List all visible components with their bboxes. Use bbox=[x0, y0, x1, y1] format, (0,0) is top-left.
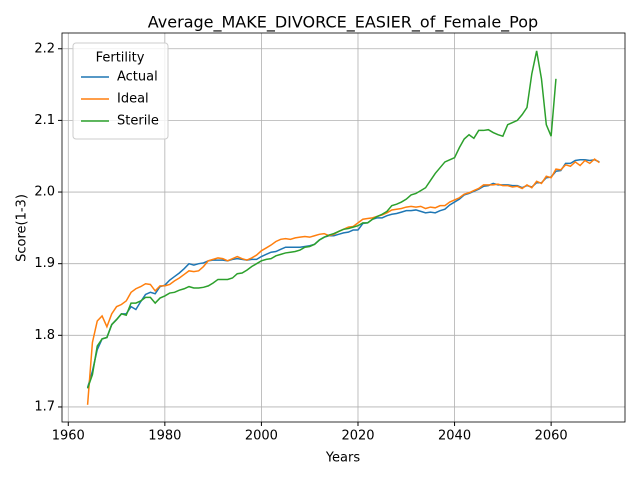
x-axis-label: Years bbox=[325, 451, 361, 466]
line-series bbox=[86, 159, 600, 388]
y-tick-label: 2.2 bbox=[34, 41, 55, 56]
y-tick-label: 2.1 bbox=[34, 113, 55, 128]
y-axis-label: Score(1-3) bbox=[15, 194, 30, 262]
x-tick-label: 2060 bbox=[535, 429, 568, 444]
legend-label: Sterile bbox=[117, 114, 159, 129]
plot-frame bbox=[61, 32, 626, 423]
x-tick-label: 2040 bbox=[438, 429, 471, 444]
x-tick-label: 2020 bbox=[341, 429, 374, 444]
line-series bbox=[86, 50, 557, 389]
y-tick-label: 2.0 bbox=[34, 185, 55, 200]
line-series bbox=[86, 158, 600, 405]
legend-title: Fertility bbox=[96, 51, 145, 66]
x-tick-label: 1980 bbox=[148, 429, 181, 444]
x-tick-label: 1960 bbox=[52, 429, 85, 444]
x-tick-label: 2000 bbox=[245, 429, 278, 444]
legend-label: Ideal bbox=[117, 92, 149, 107]
legend-box bbox=[72, 42, 169, 140]
y-tick-label: 1.7 bbox=[34, 399, 55, 414]
y-tick-label: 1.8 bbox=[34, 328, 55, 343]
chart-title: Average_MAKE_DIVORCE_EASIER_of_Female_Po… bbox=[148, 13, 538, 33]
y-tick-label: 1.9 bbox=[34, 256, 55, 271]
legend-label: Actual bbox=[117, 70, 158, 85]
